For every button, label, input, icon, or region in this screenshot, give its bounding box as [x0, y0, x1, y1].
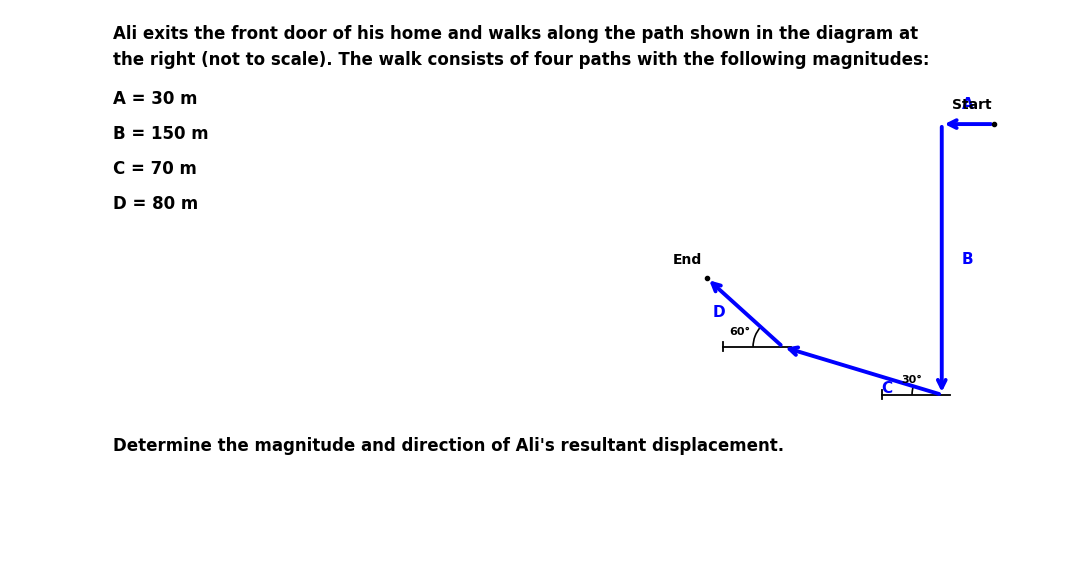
Text: Start: Start	[951, 98, 991, 112]
Text: D = 80 m: D = 80 m	[113, 195, 199, 213]
Text: Determine the magnitude and direction of Ali's resultant displacement.: Determine the magnitude and direction of…	[113, 437, 784, 455]
Text: 60°: 60°	[729, 327, 751, 337]
Text: C: C	[881, 381, 893, 396]
Text: Ali exits the front door of his home and walks along the path shown in the diagr: Ali exits the front door of his home and…	[113, 25, 918, 43]
Text: D: D	[713, 305, 726, 320]
Text: A = 30 m: A = 30 m	[113, 90, 198, 108]
Text: the right (not to scale). The walk consists of four paths with the following mag: the right (not to scale). The walk consi…	[113, 51, 930, 69]
Text: B: B	[961, 252, 973, 267]
Text: End: End	[673, 253, 702, 267]
Text: B = 150 m: B = 150 m	[113, 125, 210, 143]
Text: A: A	[962, 96, 973, 112]
Text: 30°: 30°	[901, 374, 922, 385]
Text: C = 70 m: C = 70 m	[113, 160, 198, 178]
